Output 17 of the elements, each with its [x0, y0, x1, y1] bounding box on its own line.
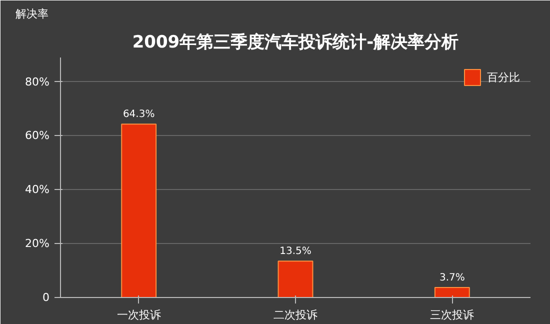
y-tick-label: 0 [42, 291, 50, 304]
chart-title: 2009年第三季度汽车投诉统计-解决率分析 [132, 32, 459, 52]
bar [278, 260, 314, 298]
legend-label: 百分比 [487, 70, 520, 84]
x-tick-label: 一次投诉 [116, 308, 161, 322]
data-label: 64.3% [122, 109, 155, 120]
y-tick-label: 80% [25, 75, 50, 88]
x-tick-label: 三次投诉 [430, 308, 474, 322]
y-axis-title: 解决率 [16, 8, 48, 20]
x-tick-label: 二次投诉 [274, 308, 318, 322]
data-label: 13.5% [280, 246, 312, 258]
y-tick-label: 40% [25, 183, 50, 196]
data-label: 3.7% [439, 272, 465, 284]
bar [434, 287, 470, 298]
y-tick-label: 60% [25, 129, 50, 142]
bar [121, 124, 157, 298]
y-tick-label: 20% [25, 237, 50, 250]
